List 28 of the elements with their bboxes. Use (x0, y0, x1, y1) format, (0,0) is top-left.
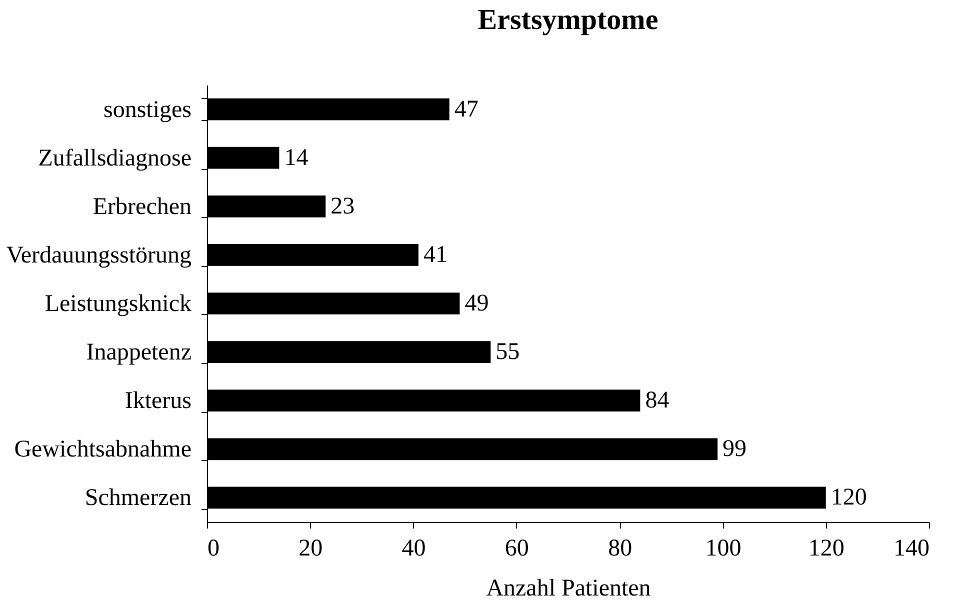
chart-title: Erstsymptome (478, 4, 658, 36)
data-label: 55 (496, 339, 520, 366)
x-tick-label: 120 (808, 536, 844, 562)
y-tick-label: sonstiges (103, 96, 192, 123)
y-tick-label: Leistungsknick (44, 291, 192, 317)
y-tick-label: Gewichtsabnahme (14, 436, 192, 463)
data-label: 49 (464, 290, 489, 316)
y-tick-label: Erbrechen (92, 194, 192, 220)
x-tick-label: 40 (402, 536, 426, 562)
data-label: 99 (722, 436, 747, 462)
y-tick-label: Verdauungsstörung (6, 242, 192, 268)
x-tick-label: 140 (894, 536, 930, 562)
data-label: 23 (330, 193, 355, 220)
data-label: 120 (830, 484, 867, 511)
x-tick-label: 100 (705, 536, 742, 562)
x-tick-label: 60 (504, 536, 529, 562)
data-label: 14 (284, 144, 308, 171)
data-label: 84 (645, 388, 670, 414)
x-tick-label: 0 (208, 536, 220, 562)
x-tick-label: 80 (608, 536, 632, 562)
y-tick-label: Schmerzen (84, 485, 192, 512)
y-tick-label: Inappetenz (86, 340, 192, 366)
y-tick-label: Zufallsdiagnose (38, 145, 192, 172)
x-tick-label: 20 (298, 536, 323, 562)
y-tick-label: Ikterus (124, 388, 192, 414)
x-axis-title: Anzahl Patienten (486, 576, 651, 602)
data-label: 47 (454, 96, 478, 122)
data-label: 41 (423, 242, 448, 268)
